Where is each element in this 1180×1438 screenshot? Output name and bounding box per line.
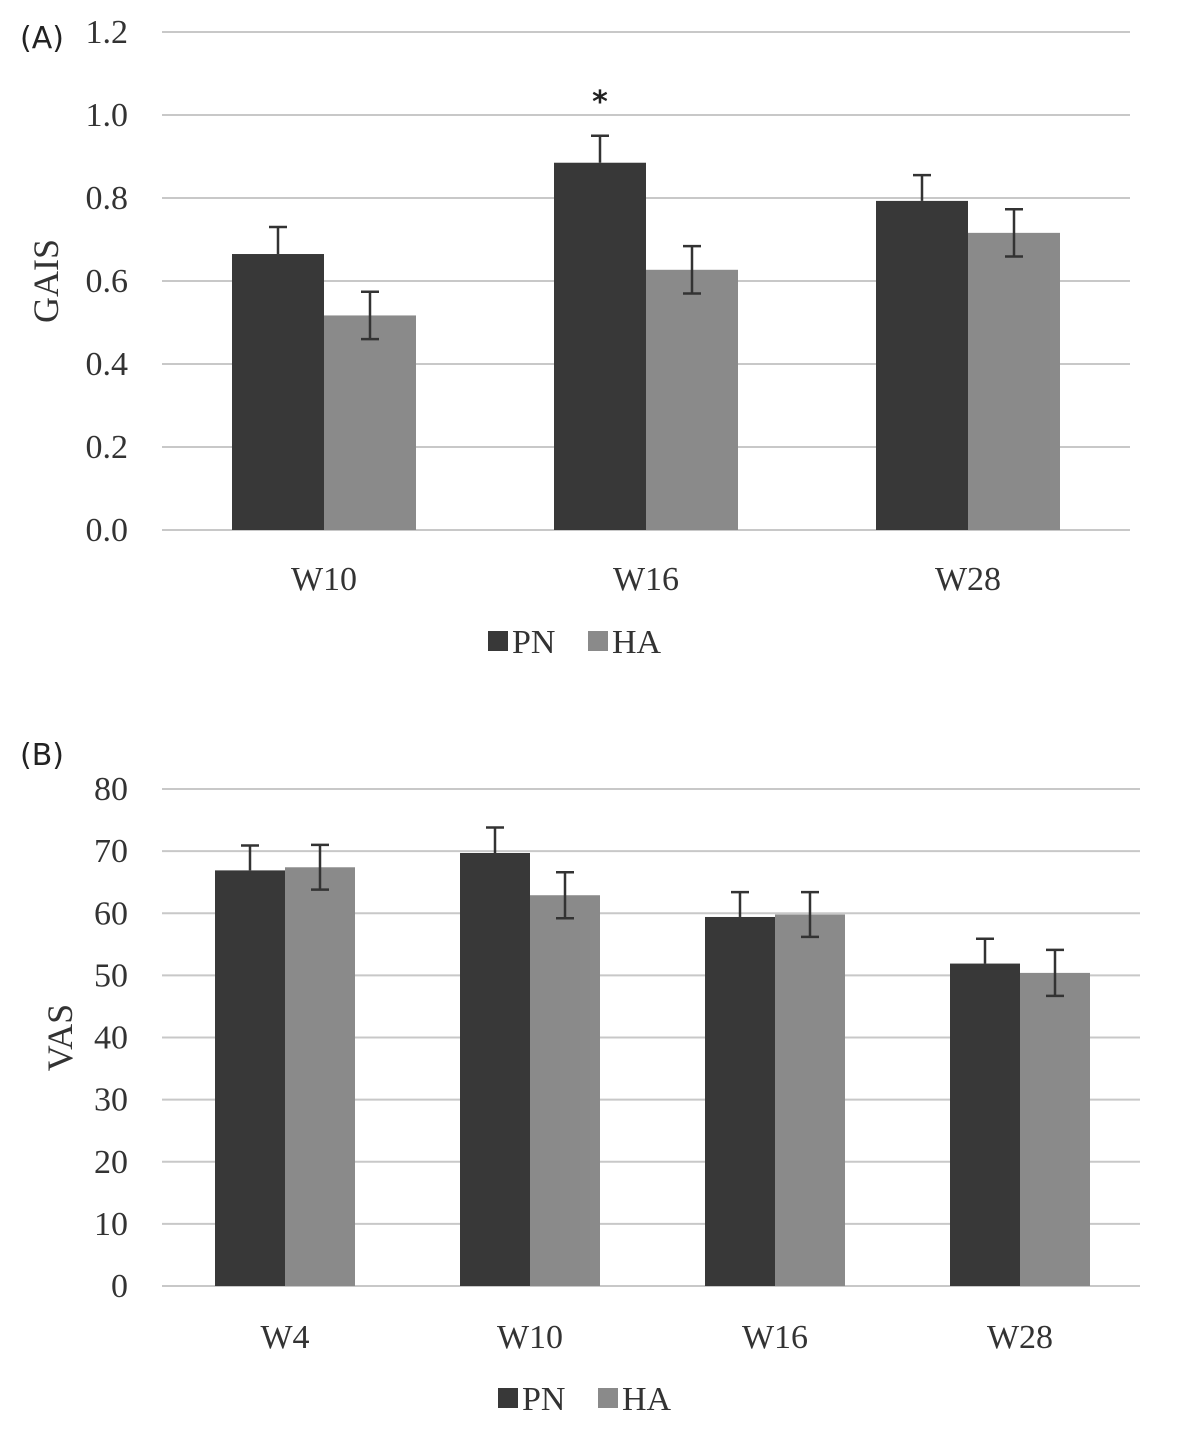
bar-ha-w28 — [1020, 972, 1090, 1286]
chart-b: (B) 0 10 20 30 40 50 60 70 80 VAS W4 W10 W16 W28 PN HA — [20, 738, 1140, 1418]
y-tick-label: 0.2 — [86, 429, 129, 466]
x-tick-label: W16 — [613, 561, 679, 598]
y-tick-label: 50 — [94, 957, 128, 994]
y-tick-label: 10 — [94, 1206, 128, 1243]
x-tick-label: W4 — [260, 1319, 309, 1356]
bar-pn-w10 — [460, 852, 530, 1286]
y-tick-label: 0.6 — [86, 263, 129, 300]
y-tick-label: 0.8 — [86, 180, 129, 217]
x-tick-label: W28 — [935, 561, 1001, 598]
legend-swatch-pn — [488, 631, 508, 651]
bar-ha-w10 — [530, 895, 600, 1286]
bar-pn-w28 — [876, 200, 968, 530]
bar-ha-w16 — [775, 914, 845, 1286]
legend-label-pn: PN — [522, 1381, 565, 1418]
y-tick-label: 40 — [94, 1020, 128, 1057]
y-axis-title: VAS — [40, 1004, 80, 1071]
y-tick-label: 60 — [94, 895, 128, 932]
x-tick-label: W10 — [291, 561, 357, 598]
bar-ha-w16 — [646, 269, 738, 530]
bar-ha-w10 — [324, 315, 416, 530]
bar-ha-w4 — [285, 867, 355, 1286]
y-tick-label: 1.2 — [86, 14, 129, 51]
legend-swatch-ha — [598, 1388, 618, 1408]
y-axis-title: GAIS — [26, 239, 66, 323]
bar-pn-w28 — [950, 963, 1020, 1286]
bar-pn-w4 — [215, 870, 285, 1286]
bar-ha-w28 — [968, 232, 1060, 531]
x-tick-label: W28 — [987, 1319, 1053, 1356]
panel-label: (A) — [20, 21, 64, 56]
legend-swatch-ha — [588, 631, 608, 651]
y-tick-label: 0.0 — [86, 512, 129, 549]
chart-a: (A) 0.0 0.2 0.4 0.6 0.8 1.0 1.2 GAIS W10 W16 W28 * PN… — [20, 14, 1130, 661]
y-tick-label: 0.4 — [86, 346, 129, 383]
legend-swatch-pn — [498, 1388, 518, 1408]
y-tick-label: 30 — [94, 1082, 128, 1119]
bar-pn-w10 — [232, 254, 324, 530]
x-tick-label: W10 — [497, 1319, 563, 1356]
legend-label-ha: HA — [612, 624, 662, 661]
bar-pn-w16 — [705, 916, 775, 1286]
legend-label-pn: PN — [512, 624, 555, 661]
y-tick-label: 0 — [111, 1268, 128, 1305]
significance-marker: * — [592, 85, 608, 120]
y-tick-label: 1.0 — [86, 97, 129, 134]
y-tick-label: 80 — [94, 771, 128, 808]
x-tick-label: W16 — [742, 1319, 808, 1356]
y-tick-label: 70 — [94, 833, 128, 870]
bar-pn-w16 — [554, 162, 646, 530]
panel-label: (B) — [20, 738, 64, 773]
y-tick-label: 20 — [94, 1144, 128, 1181]
legend-label-ha: HA — [622, 1381, 672, 1418]
